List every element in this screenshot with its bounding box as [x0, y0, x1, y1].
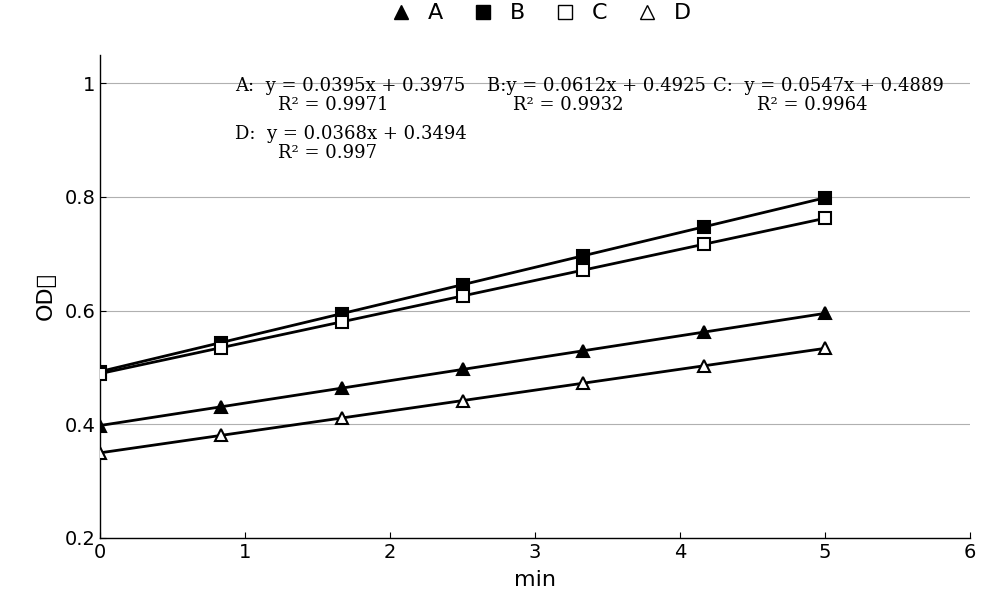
Text: C:  y = 0.0547x + 0.4889: C: y = 0.0547x + 0.4889	[713, 77, 944, 95]
Text: R² = 0.9932: R² = 0.9932	[513, 96, 624, 114]
Legend: A, B, C, D: A, B, C, D	[379, 3, 691, 23]
X-axis label: min: min	[514, 570, 556, 590]
Text: B:y = 0.0612x + 0.4925: B:y = 0.0612x + 0.4925	[487, 77, 706, 95]
Text: R² = 0.997: R² = 0.997	[278, 144, 377, 163]
Y-axis label: OD值: OD值	[36, 273, 56, 320]
Text: R² = 0.9971: R² = 0.9971	[278, 96, 389, 114]
Text: R² = 0.9964: R² = 0.9964	[757, 96, 867, 114]
Text: D:  y = 0.0368x + 0.3494: D: y = 0.0368x + 0.3494	[235, 125, 467, 143]
Text: A:  y = 0.0395x + 0.3975: A: y = 0.0395x + 0.3975	[235, 77, 465, 95]
